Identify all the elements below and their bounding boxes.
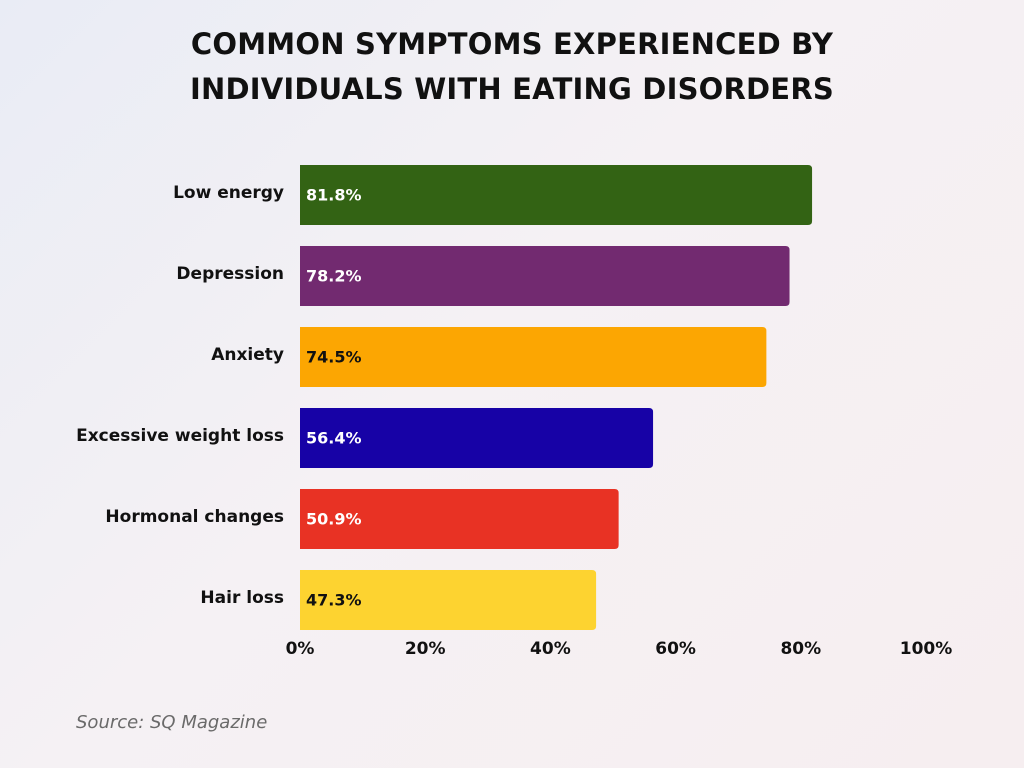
data-label-low-energy: 81.8% xyxy=(306,186,362,205)
bar-excessive-weight-loss xyxy=(300,408,654,468)
bar-low-energy xyxy=(300,165,813,225)
category-label-depression: Depression xyxy=(176,264,284,284)
category-label-hair-loss: Hair loss xyxy=(200,588,284,608)
data-label-depression: 78.2% xyxy=(306,267,362,286)
data-label-excessive-weight-loss: 56.4% xyxy=(306,429,362,448)
data-label-hair-loss: 47.3% xyxy=(306,591,362,610)
chart-title-line-2: INDIVIDUALS WITH EATING DISORDERS xyxy=(190,72,834,106)
x-tick-label-40: 40% xyxy=(530,639,571,659)
x-tick-label-60: 60% xyxy=(655,639,696,659)
bar-anxiety xyxy=(300,327,767,387)
x-tick-label-20: 20% xyxy=(405,639,446,659)
category-label-low-energy: Low energy xyxy=(173,183,284,203)
x-tick-label-100: 100% xyxy=(900,639,953,659)
chart-title: COMMON SYMPTOMS EXPERIENCED BY INDIVIDUA… xyxy=(0,22,1024,112)
chart-title-line-1: COMMON SYMPTOMS EXPERIENCED BY xyxy=(190,27,834,61)
bar-depression xyxy=(300,246,790,306)
x-tick-label-0: 0% xyxy=(286,639,315,659)
category-label-hormonal-changes: Hormonal changes xyxy=(105,507,284,527)
x-tick-label-80: 80% xyxy=(780,639,821,659)
category-label-excessive-weight-loss: Excessive weight loss xyxy=(76,426,284,446)
source-note: Source: SQ Magazine xyxy=(76,712,268,733)
category-label-anxiety: Anxiety xyxy=(211,345,284,365)
bar-hormonal-changes xyxy=(300,489,619,549)
data-label-hormonal-changes: 50.9% xyxy=(306,510,362,529)
data-label-anxiety: 74.5% xyxy=(306,348,362,367)
bar-hair-loss xyxy=(300,570,597,630)
